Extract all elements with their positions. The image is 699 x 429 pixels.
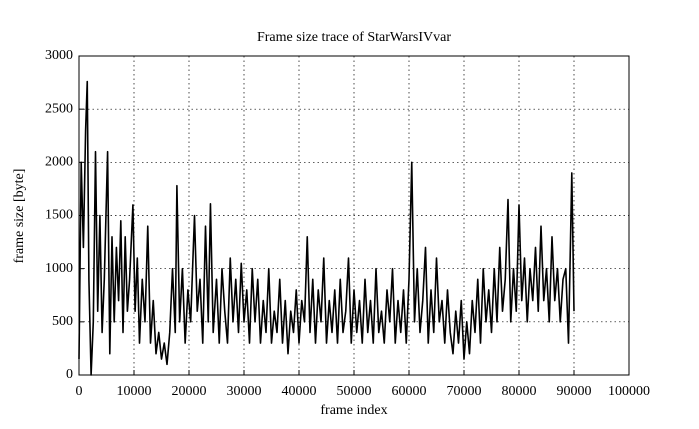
- x-tick-label: 50000: [337, 384, 372, 399]
- plot-frame: [78, 55, 630, 376]
- x-tick-label: 40000: [282, 384, 317, 399]
- y-tick-label: 0: [66, 367, 73, 382]
- x-axis-label: frame index: [320, 403, 387, 418]
- x-tick-label: 70000: [447, 384, 482, 399]
- x-tick-label: 0: [76, 384, 83, 399]
- data-line: [78, 80, 575, 376]
- y-axis-label: frame size [byte]: [12, 169, 27, 264]
- x-tick-label: 10000: [117, 384, 152, 399]
- x-tick-label: 60000: [392, 384, 427, 399]
- x-tick-label: 30000: [227, 384, 262, 399]
- chart-title: Frame size trace of StarWarsIVvar: [257, 30, 451, 45]
- y-tick-label: 500: [52, 314, 73, 329]
- x-tick-label: 100000: [608, 384, 650, 399]
- y-tick-label: 3000: [45, 48, 73, 63]
- y-tick-label: 1500: [45, 208, 73, 223]
- y-tick-label: 2000: [45, 155, 73, 170]
- y-tick-label: 2500: [45, 101, 73, 116]
- x-tick-label: 90000: [557, 384, 592, 399]
- x-tick-label: 20000: [172, 384, 207, 399]
- y-tick-label: 1000: [45, 261, 73, 276]
- x-tick-label: 80000: [502, 384, 537, 399]
